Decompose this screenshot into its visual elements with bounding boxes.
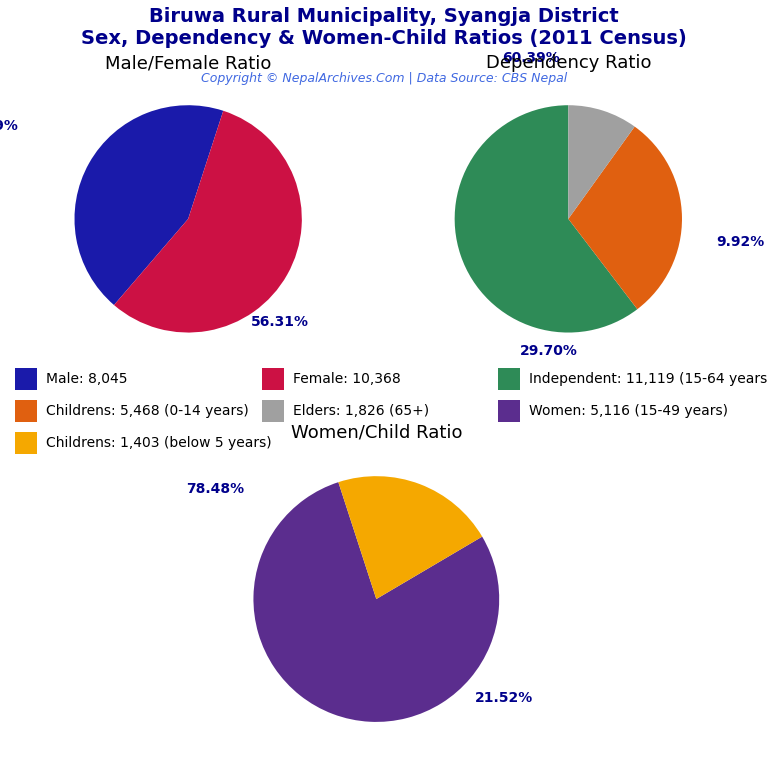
Text: Women: 5,116 (15-49 years): Women: 5,116 (15-49 years)	[529, 404, 728, 418]
Text: Elders: 1,826 (65+): Elders: 1,826 (65+)	[293, 404, 429, 418]
Wedge shape	[74, 105, 223, 305]
Text: Copyright © NepalArchives.Com | Data Source: CBS Nepal: Copyright © NepalArchives.Com | Data Sou…	[201, 72, 567, 85]
Text: 29.70%: 29.70%	[519, 344, 578, 358]
Bar	[263, 400, 284, 422]
Text: Male: 8,045: Male: 8,045	[46, 372, 127, 386]
Text: 43.69%: 43.69%	[0, 119, 18, 134]
Wedge shape	[568, 127, 682, 310]
Text: 21.52%: 21.52%	[475, 691, 533, 705]
Text: Childrens: 5,468 (0-14 years): Childrens: 5,468 (0-14 years)	[46, 404, 249, 418]
Wedge shape	[339, 476, 482, 599]
Wedge shape	[455, 105, 637, 333]
Bar	[263, 368, 284, 390]
Title: Male/Female Ratio: Male/Female Ratio	[105, 55, 271, 72]
Text: 78.48%: 78.48%	[186, 482, 244, 496]
Bar	[498, 368, 521, 390]
Title: Women/Child Ratio: Women/Child Ratio	[290, 423, 462, 441]
Text: 56.31%: 56.31%	[250, 316, 309, 329]
Wedge shape	[568, 105, 634, 219]
Wedge shape	[114, 111, 302, 333]
Text: Female: 10,368: Female: 10,368	[293, 372, 401, 386]
Text: 60.39%: 60.39%	[502, 51, 560, 65]
Text: Childrens: 1,403 (below 5 years): Childrens: 1,403 (below 5 years)	[46, 435, 272, 450]
Bar	[498, 400, 521, 422]
Text: Independent: 11,119 (15-64 years): Independent: 11,119 (15-64 years)	[529, 372, 768, 386]
Bar	[15, 368, 38, 390]
Bar	[15, 400, 38, 422]
Bar	[15, 432, 38, 454]
Title: Dependency Ratio: Dependency Ratio	[485, 55, 651, 72]
Text: 9.92%: 9.92%	[716, 234, 764, 249]
Text: Biruwa Rural Municipality, Syangja District
Sex, Dependency & Women-Child Ratios: Biruwa Rural Municipality, Syangja Distr…	[81, 8, 687, 48]
Wedge shape	[253, 482, 499, 722]
